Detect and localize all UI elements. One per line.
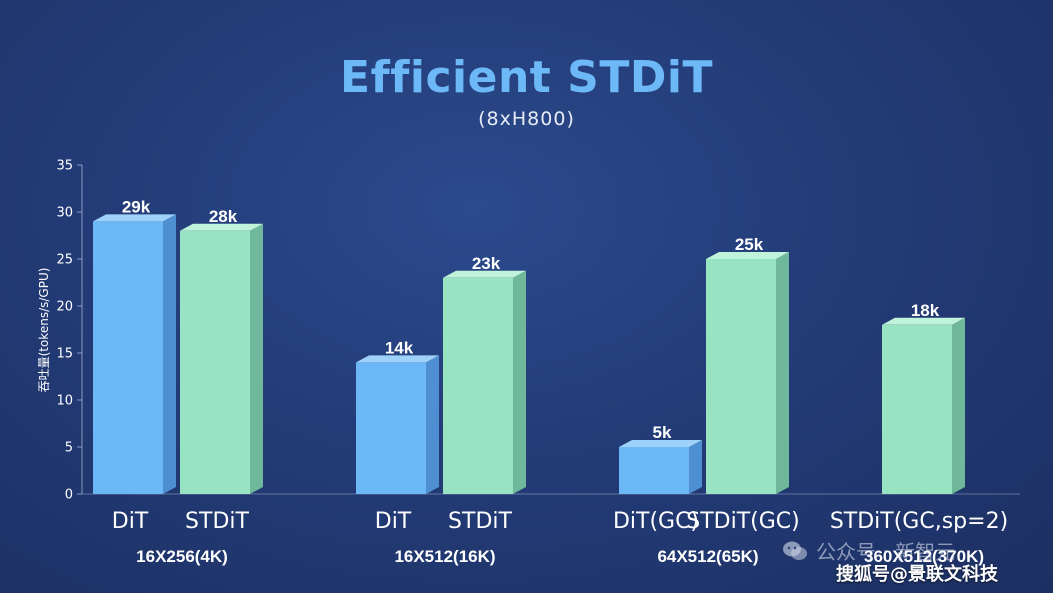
chart-title: Efficient STDiT <box>340 52 713 103</box>
source-tag: 搜狐号@景联文科技 <box>836 564 998 585</box>
bar-category-label: STDiT(GC) <box>686 509 799 534</box>
wechat-icon <box>783 541 807 560</box>
bar-top-face <box>882 317 965 325</box>
bar-side-face <box>952 317 965 494</box>
bar-top-face <box>619 440 702 447</box>
group-label: 16X512(16K) <box>394 547 495 566</box>
bar-side-face <box>163 214 176 494</box>
y-tick-label: 35 <box>56 159 73 174</box>
bar-side-face <box>426 355 439 494</box>
bar <box>882 324 952 494</box>
bar-category-label: DiT <box>112 509 149 534</box>
bar-category-label: STDiT <box>185 509 249 534</box>
y-axis-label: 吞吐量(tokens/s/GPU) <box>37 268 51 393</box>
y-tick-label: 5 <box>65 441 73 456</box>
bar-side-face <box>776 252 789 494</box>
y-tick-label: 10 <box>56 394 73 409</box>
bar-value-label: 14k <box>385 338 414 357</box>
bar <box>93 221 163 494</box>
bar-top-face <box>706 252 789 259</box>
bar <box>619 447 689 494</box>
bar-top-face <box>356 355 439 363</box>
group-label: 64X512(65K) <box>657 547 758 566</box>
bar-top-face <box>180 223 263 231</box>
y-tick-label: 30 <box>56 206 73 221</box>
bar-value-label: 5k <box>653 423 672 442</box>
bar-top-face <box>93 214 176 222</box>
group-label: 16X256(4K) <box>136 547 228 566</box>
bar-top-face <box>443 270 526 278</box>
bar-side-face <box>513 270 526 494</box>
bar <box>180 230 250 495</box>
y-tick-label: 0 <box>65 488 73 503</box>
group-label: 360X512(370K) <box>864 547 984 566</box>
bar-category-label: STDiT <box>448 509 512 534</box>
y-tick-label: 20 <box>56 300 73 315</box>
watermark-text: 公众号 · 新智元 <box>816 540 956 564</box>
bar-category-label: DiT <box>375 509 412 534</box>
bar-value-label: 28k <box>209 207 238 226</box>
bar-value-label: 23k <box>472 254 501 273</box>
chart-subtitle: (8xH800) <box>478 108 575 130</box>
bar-value-label: 29k <box>122 197 151 216</box>
y-tick-label: 15 <box>56 347 73 362</box>
bar-side-face <box>250 223 263 495</box>
y-tick-label: 25 <box>56 253 73 268</box>
bar <box>706 259 776 494</box>
bar-value-label: 25k <box>735 235 764 254</box>
bar-category-label: DiT(GC) <box>613 509 699 534</box>
bar <box>356 362 426 494</box>
bar <box>443 277 513 494</box>
watermark: 公众号 · 新智元 <box>782 536 955 565</box>
bar-value-label: 18k <box>911 301 940 320</box>
bar-side-face <box>689 440 702 494</box>
bar-category-label: STDiT(GC,sp=2) <box>830 509 1008 534</box>
